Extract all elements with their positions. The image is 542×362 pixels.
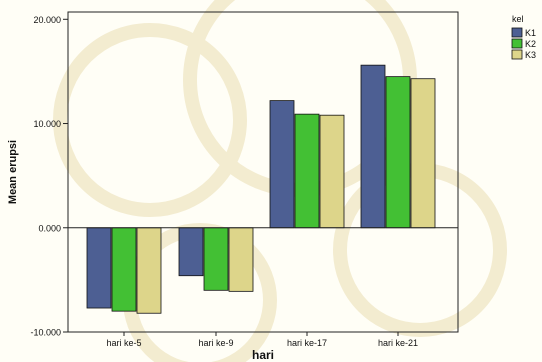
y-tick-label: 20.000 — [33, 15, 61, 25]
y-tick-label: 10.000 — [33, 119, 61, 129]
x-axis: hari ke-5 hari ke-9 hari ke-17 hari ke-21 — [106, 332, 418, 348]
bar-k2-1 — [111, 227, 137, 312]
legend-swatch-k1 — [511, 27, 523, 38]
bar-k1-2 — [178, 227, 204, 277]
y-axis-label: Mean erupsi — [7, 140, 19, 204]
watermark-shape — [53, 23, 247, 217]
legend-label-k3: K3 — [525, 50, 536, 60]
bar-k2-2 — [203, 227, 229, 291]
plot-area-frame — [67, 11, 459, 333]
bar-k1-1 — [86, 227, 112, 309]
bar-k2-3 — [294, 113, 320, 229]
legend-label-k2: K2 — [525, 39, 536, 49]
bar-k2-4 — [385, 76, 411, 229]
x-tick-label: hari ke-5 — [106, 338, 141, 348]
bar-k3-2 — [228, 227, 254, 292]
x-axis-label: hari — [252, 348, 274, 362]
legend-swatch-k2 — [511, 38, 523, 49]
legend-title: kel — [512, 14, 524, 24]
bar-k3-1 — [136, 227, 162, 314]
y-tick-label: 0.000 — [38, 223, 61, 233]
bar-k1-4 — [360, 64, 386, 229]
legend-label-k1: K1 — [525, 28, 536, 38]
x-tick-label: hari ke-9 — [198, 338, 233, 348]
bar-k3-4 — [410, 78, 436, 229]
x-tick-label: hari ke-17 — [287, 338, 327, 348]
bar-k3-3 — [319, 114, 345, 229]
legend-swatch-k3 — [511, 49, 523, 60]
y-tick-label: -10.000 — [30, 328, 61, 338]
bar-k1-3 — [269, 100, 295, 229]
x-tick-label: hari ke-21 — [378, 338, 418, 348]
y-axis: -10.000 0.000 10.000 20.000 — [30, 15, 68, 338]
